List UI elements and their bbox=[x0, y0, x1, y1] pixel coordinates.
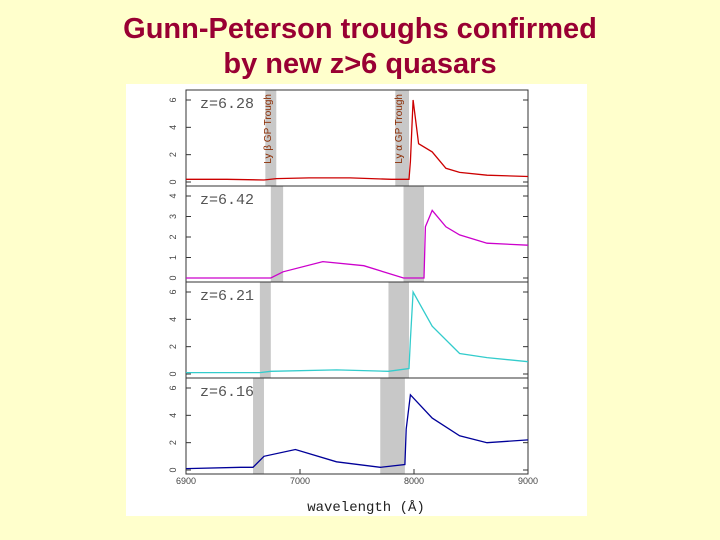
trough-label-1: Ly β GP Trough bbox=[263, 94, 274, 164]
x-axis-layer: 6900 7000 8000 9000 bbox=[176, 469, 538, 486]
spectrum-line-1 bbox=[186, 99, 529, 181]
y-tick-label-4-0: 0 bbox=[168, 467, 178, 472]
y-tick-label-3-0: 0 bbox=[168, 371, 178, 376]
panel-1: 0 2 4 6 z=6.28 bbox=[168, 89, 529, 187]
panels-layer: 0 2 4 6 z=6.28 0 1 2 3 4 z=6.42 0 2 4 6 z=6.21 0 2 4 6 z=6.1… bbox=[168, 89, 529, 475]
y-tick-label-1-4: 4 bbox=[168, 125, 178, 130]
redshift-label-2: z=6.42 bbox=[200, 192, 254, 209]
x-tick-label-7000: 7000 bbox=[290, 476, 310, 486]
x-axis-label: wavelength (Å) bbox=[307, 499, 425, 516]
x-tick-label-8000: 8000 bbox=[404, 476, 424, 486]
gp-trough-band-3-1 bbox=[259, 282, 271, 378]
y-tick-label-2-4: 4 bbox=[168, 193, 178, 198]
y-tick-label-3-4: 4 bbox=[168, 317, 178, 322]
y-tick-label-3-6: 6 bbox=[168, 289, 178, 294]
y-tick-label-3-2: 2 bbox=[168, 344, 178, 349]
y-tick-label-1-6: 6 bbox=[168, 97, 178, 102]
trough-label-2: Ly α GP Trough bbox=[394, 94, 405, 164]
gp-trough-band-2-2 bbox=[403, 186, 425, 282]
x-tick-label-6900: 6900 bbox=[176, 476, 196, 486]
panel-4: 0 2 4 6 z=6.16 bbox=[168, 377, 529, 475]
y-tick-label-2-1: 1 bbox=[168, 255, 178, 260]
x-tick-label-9000: 9000 bbox=[518, 476, 538, 486]
gp-trough-band-3-2 bbox=[388, 282, 409, 378]
spectrum-line-2 bbox=[186, 209, 529, 279]
y-tick-label-1-0: 0 bbox=[168, 179, 178, 184]
y-tick-label-2-3: 3 bbox=[168, 214, 178, 219]
y-tick-label-4-2: 2 bbox=[168, 440, 178, 445]
redshift-label-3: z=6.21 bbox=[200, 288, 254, 305]
slide-title-line-1: Gunn-Peterson troughs confirmed bbox=[123, 13, 597, 45]
panel-2: 0 1 2 3 4 z=6.42 bbox=[168, 185, 529, 283]
gp-trough-band-4-2 bbox=[380, 378, 405, 474]
gp-trough-band-4-1 bbox=[253, 378, 264, 474]
spectrum-line-4 bbox=[185, 393, 529, 470]
y-tick-label-2-0: 0 bbox=[168, 275, 178, 280]
gp-trough-band-2-1 bbox=[270, 186, 284, 282]
panel-frame-4 bbox=[185, 377, 529, 475]
panel-3: 0 2 4 6 z=6.21 bbox=[168, 281, 529, 379]
slide-title-line-2: by new z>6 quasars bbox=[223, 48, 497, 80]
y-tick-label-4-6: 6 bbox=[168, 385, 178, 390]
slide-title: Gunn-Peterson troughs confirmed by new z… bbox=[0, 12, 720, 82]
spectrum-line-3 bbox=[186, 289, 529, 374]
spectra-figure: 0 2 4 6 z=6.28 0 1 2 3 4 z=6.42 0 2 4 6 z=6.21 0 2 4 6 z=6.1… bbox=[126, 84, 587, 516]
y-tick-label-4-4: 4 bbox=[168, 413, 178, 418]
redshift-label-1: z=6.28 bbox=[200, 96, 254, 113]
gp-trough-band-1-1 bbox=[265, 90, 277, 186]
gp-trough-band-1-2 bbox=[395, 90, 409, 186]
y-tick-label-2-2: 2 bbox=[168, 234, 178, 239]
y-tick-label-1-2: 2 bbox=[168, 152, 178, 157]
spectra-chart: 0 2 4 6 z=6.28 0 1 2 3 4 z=6.42 0 2 4 6 z=6.21 0 2 4 6 z=6.1… bbox=[168, 89, 538, 516]
redshift-label-4: z=6.16 bbox=[200, 384, 254, 401]
